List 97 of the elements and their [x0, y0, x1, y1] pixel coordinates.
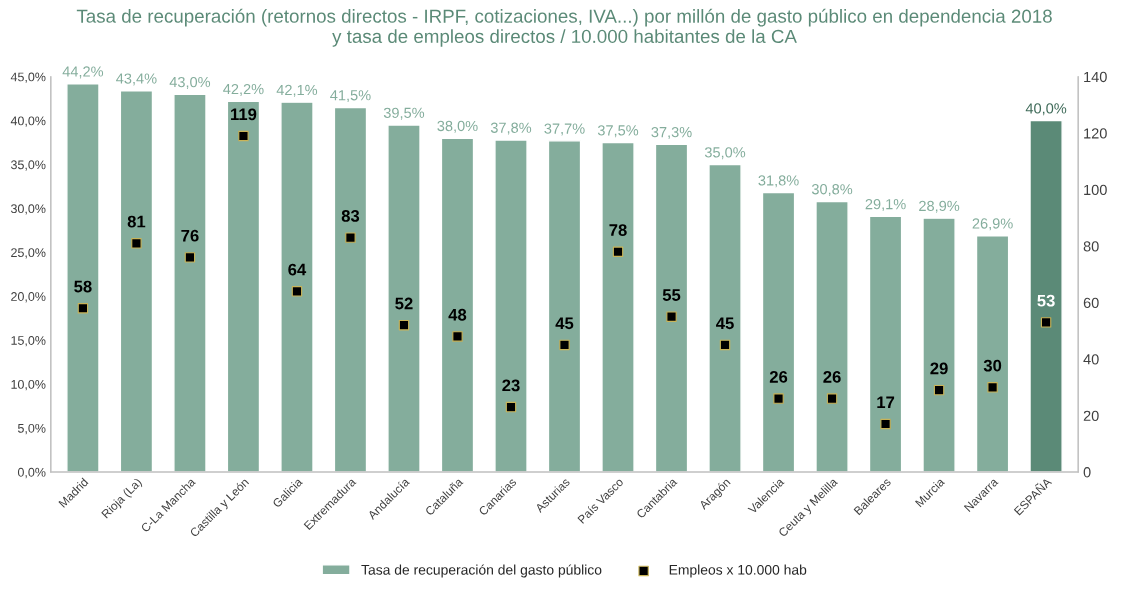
bar — [708, 163, 742, 472]
data-label: 41,5% — [330, 90, 371, 103]
y2-tick-label: 60 — [1083, 297, 1099, 309]
data-label: 29 — [930, 362, 948, 375]
point — [452, 331, 463, 342]
data-label: 23 — [502, 379, 520, 392]
y2-tick-label: 80 — [1083, 241, 1099, 252]
y-tick-label: 40,0% — [10, 116, 46, 127]
y-tick-label: 20,0% — [11, 292, 46, 303]
data-label: 17 — [877, 396, 895, 409]
bar — [66, 83, 100, 472]
data-label: 31,8% — [758, 175, 799, 188]
bar — [119, 90, 154, 472]
data-label: 119 — [231, 108, 257, 121]
data-label: 48 — [448, 308, 467, 321]
data-label: 78 — [609, 224, 627, 236]
data-label: 26 — [823, 370, 841, 383]
data-label: 64 — [288, 263, 307, 276]
data-label: 37,5% — [597, 125, 639, 138]
y-tick-label: 5,0% — [17, 423, 46, 435]
bar — [226, 100, 261, 472]
point — [291, 286, 303, 297]
y-tick-label: 15,0% — [11, 336, 46, 347]
point — [345, 232, 356, 243]
chart-title: Tasa de recuperación (retornos directos - IRPF, cotizaciones, IVA...) por millón de gasto público en dependencia 2018 y tasa de empleos directos / 10.000 habitantes de la CA — [76, 8, 1052, 47]
bar — [975, 235, 1010, 472]
point — [880, 418, 891, 430]
point — [77, 303, 89, 314]
bar — [761, 191, 796, 472]
y-tick-label: 45,0% — [10, 72, 46, 83]
data-label: 52 — [395, 297, 413, 310]
y-tick-label: 0,0% — [17, 467, 46, 479]
data-label: 29,1% — [865, 199, 906, 212]
y-tick-label: 10,0% — [11, 379, 46, 391]
y2-tick-label: 100 — [1084, 184, 1107, 196]
bar — [922, 217, 956, 472]
data-label: 38,0% — [437, 120, 478, 133]
point — [773, 393, 784, 404]
point — [505, 401, 517, 413]
bar — [333, 106, 368, 472]
data-label: 58 — [74, 280, 92, 293]
bar — [440, 137, 475, 472]
data-label: 42,1% — [276, 84, 318, 97]
data-label: 26,9% — [972, 218, 1013, 231]
bar — [654, 143, 689, 472]
data-label: 30,8% — [811, 184, 853, 197]
y-tick-label: 35,0% — [10, 160, 46, 171]
bar — [601, 141, 635, 472]
point — [666, 311, 677, 322]
y-tick-label: 30,0% — [10, 204, 46, 215]
y2-tick-label: 20 — [1083, 410, 1099, 421]
data-label: 44,2% — [62, 66, 104, 79]
bar — [815, 200, 849, 472]
data-label: 43,4% — [116, 73, 157, 86]
y2-tick-label: 40 — [1083, 354, 1099, 365]
point — [826, 393, 838, 404]
point — [719, 339, 731, 351]
data-label: 45 — [716, 317, 734, 330]
bar — [173, 93, 207, 472]
point — [398, 319, 410, 331]
data-label: 30 — [983, 359, 1002, 372]
data-label: 81 — [127, 215, 146, 228]
data-label: 37,7% — [544, 123, 585, 136]
data-label: 45 — [555, 317, 574, 330]
y2-tick-label: 140 — [1084, 71, 1107, 83]
bar — [868, 215, 903, 472]
data-label: 28,9% — [919, 200, 960, 213]
point — [933, 384, 945, 396]
data-label: 53 — [1037, 294, 1055, 307]
legend-label: Tasa de recuperación del gasto público — [361, 564, 602, 578]
point — [184, 252, 196, 263]
data-label: 39,5% — [383, 107, 425, 120]
y-tick-label: 25,0% — [11, 248, 46, 259]
point — [131, 238, 142, 249]
y2-tick-label: 120 — [1084, 128, 1107, 139]
legend-label: Empleos x 10.000 hab — [669, 564, 807, 578]
point — [559, 339, 570, 351]
data-label: 55 — [662, 289, 681, 301]
data-label: 43,0% — [169, 76, 211, 89]
y2-tick-label: 0 — [1083, 467, 1091, 478]
point — [612, 246, 624, 257]
point — [1040, 317, 1052, 328]
bar — [494, 139, 528, 472]
data-label: 83 — [341, 210, 360, 222]
data-label: 76 — [181, 229, 199, 242]
data-label: 26 — [769, 370, 788, 383]
point — [987, 382, 998, 393]
data-label: 40,0% — [1025, 103, 1067, 116]
bar — [387, 124, 421, 472]
bar — [1029, 119, 1063, 472]
bar — [280, 101, 314, 472]
data-label: 35,0% — [704, 147, 746, 160]
data-label: 37,8% — [490, 122, 532, 135]
data-label: 37,3% — [651, 126, 692, 140]
bar — [547, 140, 582, 472]
data-label: 42,2% — [223, 83, 264, 96]
point — [238, 130, 249, 142]
